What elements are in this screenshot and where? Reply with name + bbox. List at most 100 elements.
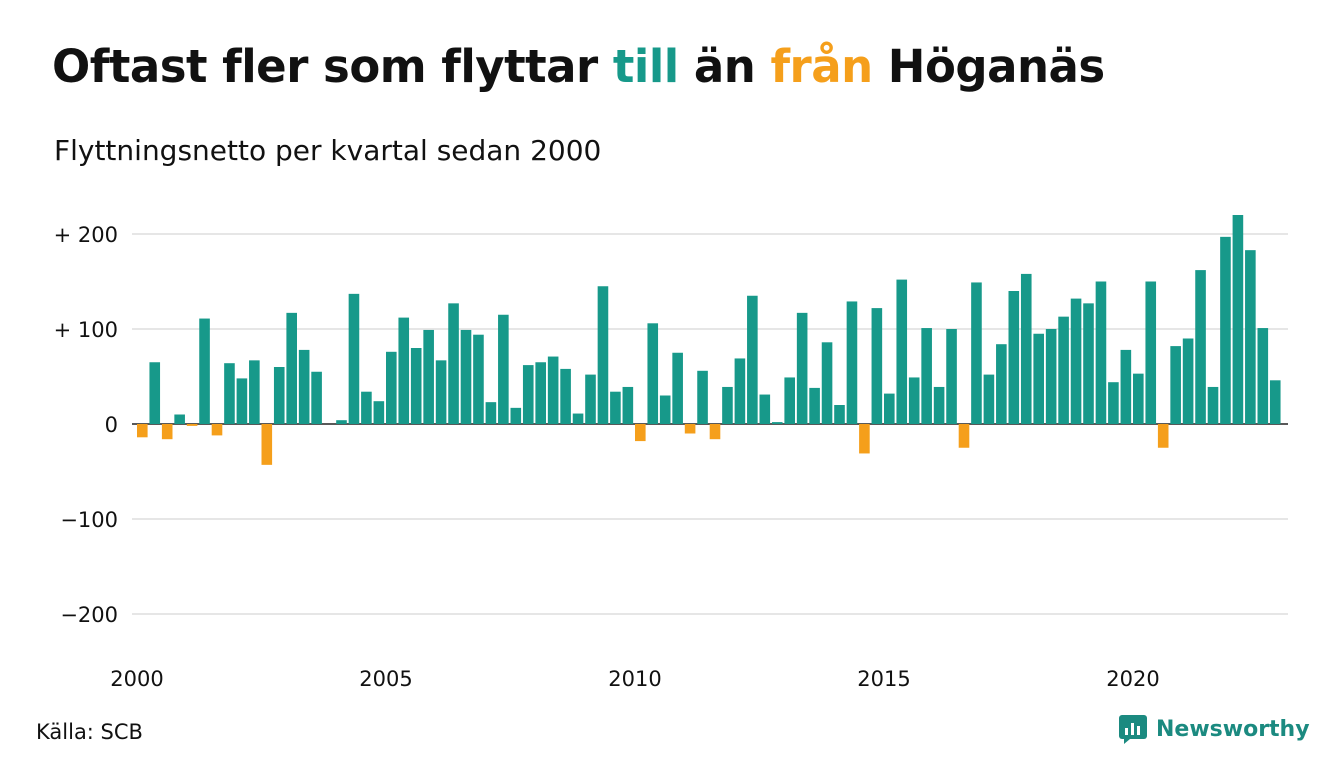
bar-positive: 2009 K1: 52: [585, 374, 596, 424]
bar-positive: 2008 K3: 58: [560, 368, 571, 424]
bar-positive: 2000 K4: 10: [174, 414, 185, 424]
bar-positive: 2004 K2: 137: [348, 293, 360, 424]
bar-positive: 2015 K3: 49: [908, 377, 920, 424]
title-part-1: Oftast fler som flyttar: [52, 40, 613, 93]
bar-positive: 2022 K1: 220: [1232, 215, 1244, 424]
bar-positive: 2014 K2: 129: [846, 301, 858, 424]
bar-positive: 2021 K4: 197: [1220, 236, 1231, 424]
chart-title: Oftast fler som flyttar till än från Hög…: [52, 40, 1105, 93]
bar-positive: 2008 K1: 65: [535, 362, 546, 424]
x-tick-label: 2015: [857, 667, 910, 691]
bar-positive: 2004 K4: 24: [373, 401, 385, 424]
bar-negative: 2016 K3: -25: [958, 424, 970, 448]
bar-negative: 2011 K3: -16: [709, 424, 721, 440]
bar-positive: 2005 K3: 80: [410, 348, 422, 424]
bar-positive: 2009 K3: 34: [610, 391, 621, 424]
bar-positive: 2019 K2: 150: [1095, 281, 1107, 424]
bar-positive: 2012 K3: 31: [759, 394, 771, 424]
bar-positive: 2020 K1: 53: [1133, 373, 1144, 424]
bar-positive: 2007 K3: 17: [510, 407, 522, 424]
bar-positive: 2010 K2: 106: [647, 323, 659, 424]
newsworthy-logo-icon: [1119, 715, 1147, 744]
bar-positive: 2015 K2: 152: [896, 279, 908, 424]
bar-positive: 2013 K4: 86: [821, 342, 833, 424]
bar-positive: 2013 K1: 49: [784, 377, 795, 424]
title-fran: från: [770, 40, 873, 93]
bar-positive: 2009 K4: 39: [622, 386, 634, 424]
bar-positive: 2006 K1: 67: [435, 360, 447, 424]
bar-positive: 2018 K2: 100: [1045, 329, 1057, 424]
axis-labels: + 200 + 100 0 −100 −200 2000 2005 2010 2015 2020: [54, 223, 1160, 691]
brand-logo[interactable]: Newsworthy: [1118, 714, 1310, 744]
bar-positive: 2022 K2: 183: [1245, 250, 1256, 424]
bar-positive: 2017 K1: 52: [983, 374, 995, 424]
bar-positive: 2021 K2: 162: [1195, 270, 1206, 424]
bar-positive: 2010 K3: 30: [659, 395, 671, 424]
bar-negative: 2000 K3: -16: [161, 424, 173, 440]
bar-positive: 2010 K4: 75: [672, 352, 683, 424]
bar-positive: 2003 K1: 117: [286, 312, 297, 424]
bar-positive: 2008 K4: 11: [572, 413, 584, 424]
bar-positive: 2019 K3: 44: [1108, 382, 1119, 424]
bar-positive: 2020 K4: 82: [1170, 346, 1181, 424]
source-label: Källa: SCB: [36, 720, 143, 744]
bar-positive: 2007 K4: 62: [522, 365, 534, 424]
bar-positive: 2006 K3: 99: [460, 329, 472, 424]
x-tick-label: 2005: [359, 667, 412, 691]
bar-positive: 2001 K2: 111: [199, 318, 210, 424]
bars: 2000 K1: -142000 K2: 652000 K3: -162000 …: [137, 215, 1281, 465]
bar-positive: 2015 K1: 32: [884, 393, 895, 424]
bar-positive: 2005 K4: 99: [423, 329, 434, 424]
bar-positive: 2016 K1: 39: [933, 386, 945, 424]
bar-positive: 2000 K2: 65: [149, 362, 161, 424]
y-tick-label: −100: [60, 508, 118, 532]
bar-positive: 2001 K4: 64: [224, 363, 235, 424]
bar-positive: 2017 K4: 158: [1020, 273, 1032, 424]
bar-positive: 2014 K4: 122: [871, 308, 883, 424]
bar-positive: 2022 K4: 46: [1269, 380, 1281, 424]
bar-negative: 2020 K3: -25: [1157, 424, 1169, 448]
bar-positive: 2018 K1: 95: [1033, 333, 1044, 424]
bar-positive: 2005 K2: 112: [398, 317, 410, 424]
bar-positive: 2007 K2: 115: [498, 314, 509, 424]
bar-negative: 2010 K1: -18: [635, 424, 646, 442]
bar-positive: 2012 K4: 2: [771, 422, 783, 424]
bar-positive: 2020 K2: 150: [1145, 281, 1157, 424]
title-till: till: [612, 40, 679, 93]
x-tick-label: 2000: [110, 667, 163, 691]
title-part-3: än: [678, 40, 771, 93]
bar-positive: 2012 K1: 69: [734, 358, 746, 424]
bar-positive: 2021 K1: 90: [1182, 338, 1194, 424]
bar-positive: 2003 K2: 78: [298, 349, 310, 424]
bar-positive: 2005 K1: 76: [386, 351, 397, 424]
bar-negative: 2011 K1: -10: [684, 424, 696, 434]
bar-positive: 2008 K2: 71: [547, 356, 559, 424]
y-tick-label: + 200: [54, 223, 118, 247]
bar-positive: 2013 K3: 38: [809, 387, 820, 424]
bar-positive: 2011 K2: 56: [697, 370, 708, 424]
bar-positive: 2017 K3: 140: [1008, 291, 1020, 424]
bar-positive: 2022 K3: 101: [1257, 328, 1269, 424]
bar-positive: 2019 K1: 127: [1083, 303, 1094, 424]
y-tick-label: −200: [60, 603, 118, 627]
bar-negative: 2014 K3: -31: [859, 424, 870, 454]
chart-subtitle: Flyttningsnetto per kvartal sedan 2000: [54, 134, 602, 167]
x-tick-label: 2020: [1106, 667, 1159, 691]
bar-positive: 2013 K2: 117: [796, 312, 808, 424]
bar-positive: 2004 K3: 34: [361, 391, 372, 424]
bar-positive: 2012 K2: 135: [747, 295, 758, 424]
bar-positive: 2021 K3: 39: [1207, 386, 1219, 424]
bar-positive: 2004 K1: 4: [336, 420, 347, 424]
bar-positive: 2014 K1: 20: [834, 405, 845, 424]
bar-positive: 2006 K2: 127: [448, 303, 459, 424]
brand-name: Newsworthy: [1156, 716, 1310, 742]
y-tick-label: 0: [105, 413, 118, 437]
bar-positive: 2006 K4: 94: [473, 334, 484, 424]
bar-positive: 2009 K2: 145: [597, 286, 609, 424]
bar-negative: 2000 K1: -14: [137, 424, 148, 438]
bar-positive: 2016 K2: 100: [946, 329, 957, 424]
